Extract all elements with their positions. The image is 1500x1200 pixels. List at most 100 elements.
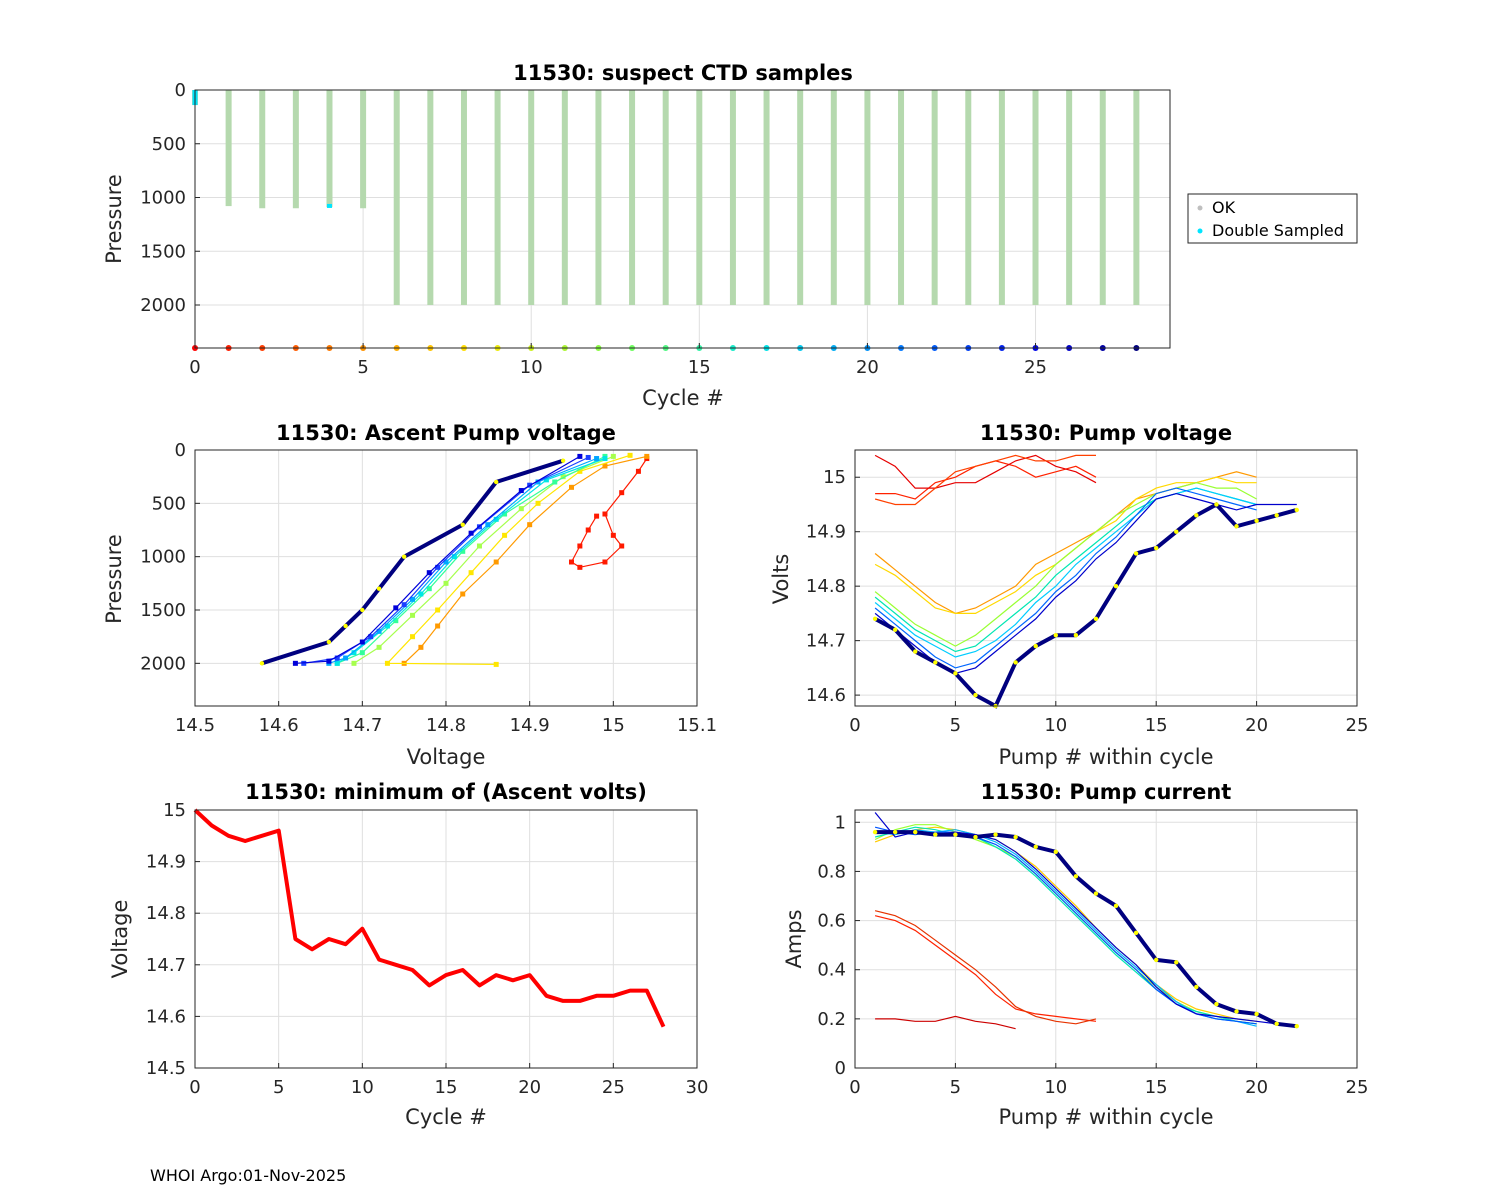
pumpv-series-line: [874, 454, 1097, 489]
pumpc-ylabel: Amps: [782, 909, 806, 968]
ascent-data-point: [435, 607, 441, 613]
ascent-series-line: [328, 457, 597, 664]
pumpv-xtick-label: 10: [1044, 715, 1067, 736]
ascent-data-point: [569, 559, 574, 565]
ascent-xtick-label: 15: [602, 715, 625, 736]
ctd-ok-samples-bar: [729, 90, 736, 305]
chart-ctd-samples: 0 5 10 15 20 25 0 500 1000 1500 2000 11530: suspec…: [102, 61, 1358, 410]
ctd-ok-samples-bar: [1032, 90, 1039, 305]
minv-xlabel: Cycle #: [405, 1105, 487, 1129]
ctd-ok-samples-bar: [292, 90, 299, 209]
pumpv-xtick-label: 15: [1145, 715, 1168, 736]
minv-ytick-label: 14.5: [146, 1058, 186, 1079]
pumpc-bold-point-marker: [953, 832, 958, 837]
ascent-data-point: [610, 453, 616, 459]
ctd-ok-samples-bar: [494, 90, 501, 305]
ctd-ok-samples-bar: [225, 90, 232, 207]
pumpc-bold-point-marker: [1194, 984, 1199, 990]
ascent-data-point: [443, 580, 449, 586]
ctd-ok-samples-bar: [965, 90, 972, 305]
ascent-data-point: [410, 612, 416, 618]
pumpv-ylabel: Volts: [769, 554, 793, 605]
ctd-xtick-label: 25: [1024, 357, 1047, 378]
ascent-series-line: [336, 455, 606, 664]
ctd-ok-samples-bar: [830, 90, 837, 305]
ascent-data-point: [485, 522, 491, 528]
ctd-ytick-label: 500: [152, 134, 186, 155]
ascent-data-point: [435, 623, 441, 629]
minv-xtick-label: 10: [351, 1077, 374, 1098]
pumpc-series-line: [875, 830, 1298, 1029]
pumpc-xtick-label: 10: [1044, 1077, 1067, 1098]
ascent-data-point: [476, 543, 482, 549]
ascent-data-point: [401, 602, 407, 608]
ctd-ok-samples-bar: [898, 90, 905, 305]
pumpv-bold-point-marker: [1013, 660, 1018, 665]
minv-ylabel: Voltage: [108, 900, 132, 979]
pumpc-series-line: [874, 910, 1097, 1025]
ascent-data-point: [619, 543, 625, 549]
pumpv-series-line: [874, 454, 1096, 506]
ascent-series-line: [386, 454, 631, 665]
ctd-ok-samples-bar: [931, 90, 938, 305]
ascent-ylabel: Pressure: [102, 534, 126, 624]
ascent-data-point: [493, 516, 499, 522]
ascent-data-point: [334, 655, 340, 661]
ctd-ytick-label: 1000: [140, 188, 186, 209]
ascent-data-point: [644, 453, 650, 459]
pumpv-bold-point-marker: [1093, 616, 1099, 622]
pumpv-series-line: [874, 487, 1257, 658]
ascent-data-point: [359, 639, 365, 645]
ascent-series-line: [295, 455, 581, 664]
ctd-ok-samples-bar: [360, 90, 367, 209]
pumpv-series-line: [874, 476, 1257, 614]
pumpc-bold-point-marker: [1133, 930, 1139, 936]
ascent-data-point: [351, 650, 357, 656]
pumpc-series-line: [874, 826, 1257, 1025]
pumpv-axes-box: [854, 449, 1358, 707]
ascent-series-line: [570, 458, 648, 568]
ascent-data-point: [552, 479, 558, 485]
ascent-bold-point-marker: [494, 479, 499, 485]
pumpc-bold-point-marker: [1113, 903, 1119, 909]
pumpc-axes-box: [854, 809, 1358, 1069]
pumpv-bold-point-marker: [1073, 632, 1079, 638]
ascent-series-line: [336, 457, 606, 664]
ascent-data-point: [518, 506, 524, 512]
pumpv-bold-point-marker: [1194, 513, 1199, 518]
ctd-ok-samples-bar: [1133, 90, 1140, 305]
legend-double-label: Double Sampled: [1212, 221, 1344, 240]
pumpv-ytick-label: 14.8: [806, 576, 846, 597]
ascent-bold-point-marker: [401, 554, 407, 559]
pumpv-series-line: [874, 471, 1257, 615]
ascent-data-point: [418, 644, 424, 650]
ctd-ok-samples-bar: [1099, 90, 1106, 305]
ascent-data-point: [577, 468, 583, 474]
legend-ok-label: OK: [1212, 198, 1236, 217]
ascent-data-point: [460, 591, 466, 597]
pumpc-ytick-label: 0.2: [817, 1009, 846, 1030]
ascent-data-point: [376, 644, 382, 650]
minv-xtick-label: 30: [686, 1077, 709, 1098]
ascent-ytick-label: 500: [152, 493, 186, 514]
pumpv-ytick-label: 15: [823, 467, 846, 488]
pumpv-bold-point-marker: [953, 671, 958, 676]
ascent-data-point: [543, 477, 549, 483]
ascent-bold-point-marker: [259, 661, 265, 666]
ascent-data-point: [343, 655, 349, 661]
ascent-xtick-label: 15.1: [677, 715, 717, 736]
minv-title: 11530: minimum of (Ascent volts): [245, 780, 647, 804]
pumpv-bold-point-marker: [1254, 518, 1259, 524]
ascent-data-point: [619, 490, 625, 496]
ctd-ok-samples-bar: [427, 90, 434, 305]
ctd-ok-samples-bar: [528, 90, 535, 305]
ascent-data-point: [569, 484, 574, 490]
legend-box: [1187, 193, 1358, 244]
pumpv-series-line: [874, 487, 1257, 669]
ascent-data-point: [577, 453, 583, 459]
ascent-data-point: [493, 661, 499, 667]
pumpv-bold-point-marker: [1234, 524, 1239, 529]
ctd-ok-samples-bar: [595, 90, 602, 305]
ctd-ok-samples-bar: [763, 90, 770, 305]
